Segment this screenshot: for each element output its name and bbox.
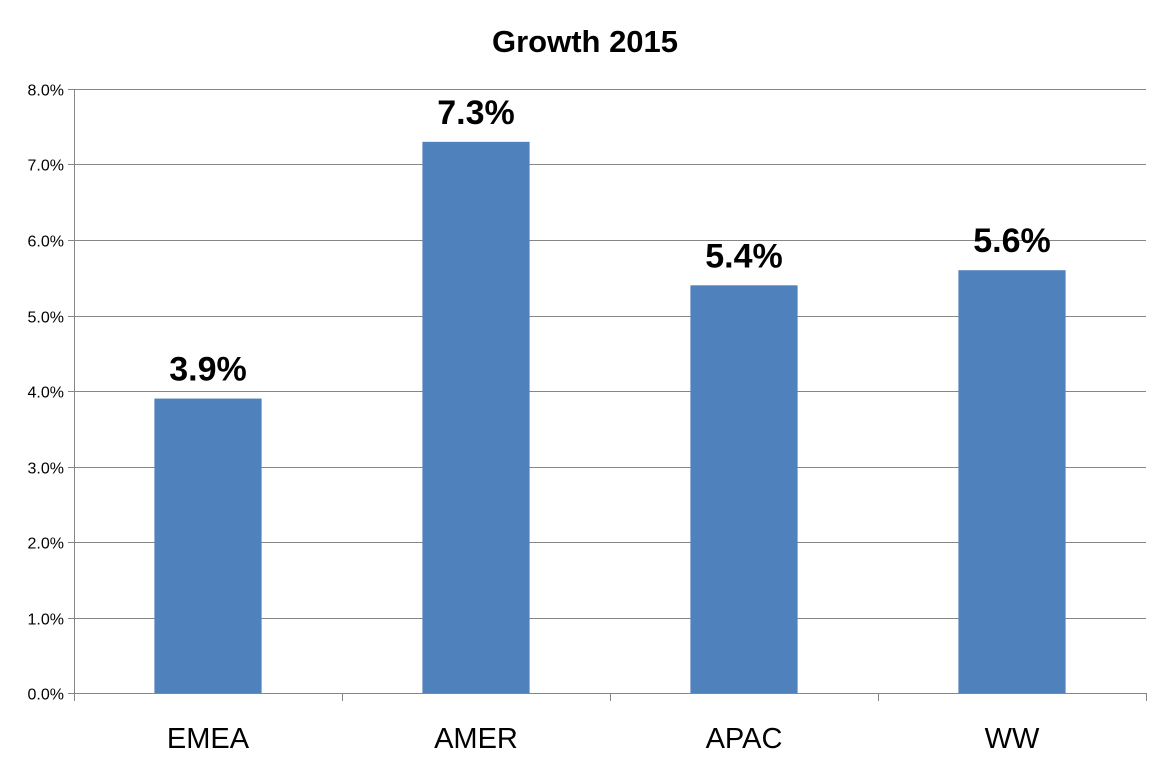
y-tick-label: 2.0% xyxy=(28,536,64,553)
data-labels: 3.9% 7.3% 5.4% 5.6% xyxy=(169,94,1051,389)
y-tick-label: 6.0% xyxy=(28,234,64,251)
bar-emea xyxy=(154,398,262,693)
data-label: 3.9% xyxy=(169,351,247,389)
y-axis-ticks: 0.0% 1.0% 2.0% 3.0% 4.0% 5.0% 6.0% 7.0% 8.0% xyxy=(28,83,74,704)
y-tick-label: 5.0% xyxy=(28,310,64,327)
x-axis-ticks: EMEA AMER APAC WW xyxy=(167,723,1040,755)
bar-apac xyxy=(690,285,798,693)
y-tick-label: 4.0% xyxy=(28,385,64,402)
y-tick-label: 3.0% xyxy=(28,461,64,478)
data-label: 5.6% xyxy=(973,222,1051,260)
y-tick-label: 1.0% xyxy=(28,612,64,629)
data-label: 5.4% xyxy=(705,237,783,275)
y-tick-label: 7.0% xyxy=(28,158,64,175)
bar-ww xyxy=(958,270,1066,693)
chart-title: Growth 2015 xyxy=(492,24,678,59)
x-tick-label: AMER xyxy=(434,723,518,755)
axes xyxy=(74,89,1147,701)
x-tick-label: EMEA xyxy=(167,723,250,755)
x-tick-label: WW xyxy=(985,723,1040,755)
y-tick-label: 8.0% xyxy=(28,83,64,100)
data-label: 7.3% xyxy=(437,94,515,132)
bar-amer xyxy=(422,141,530,694)
y-tick-label: 0.0% xyxy=(28,687,64,704)
bars xyxy=(154,141,1066,694)
x-tick-label: APAC xyxy=(706,723,783,755)
